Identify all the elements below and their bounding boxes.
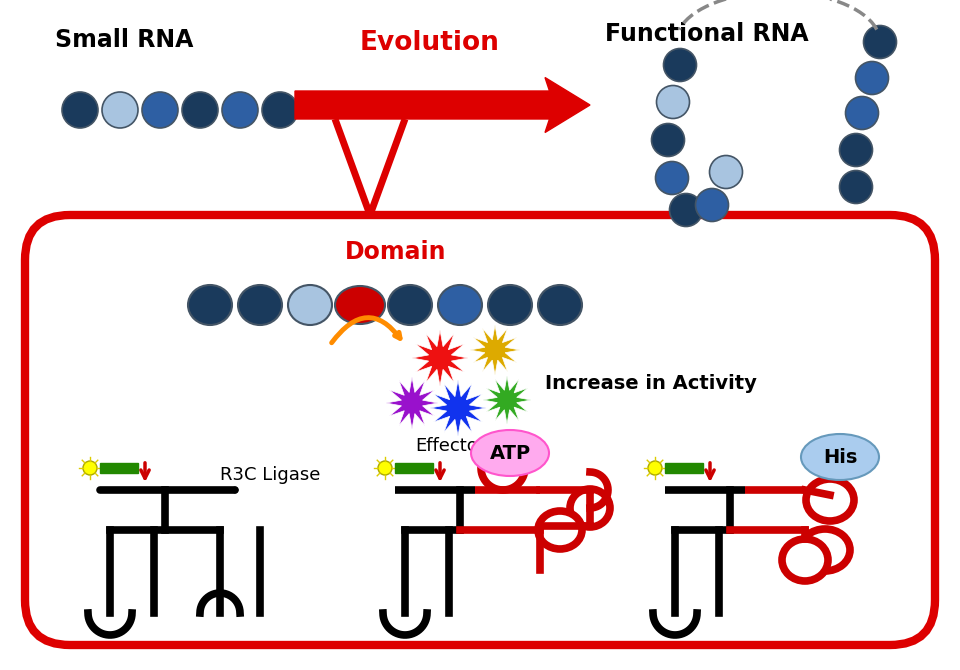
Ellipse shape xyxy=(182,92,218,128)
FancyArrow shape xyxy=(295,78,590,133)
Ellipse shape xyxy=(288,285,332,325)
Ellipse shape xyxy=(695,188,729,222)
Text: ATP: ATP xyxy=(490,444,531,462)
Ellipse shape xyxy=(863,25,897,58)
Ellipse shape xyxy=(538,285,582,325)
Ellipse shape xyxy=(102,92,138,128)
Ellipse shape xyxy=(222,92,258,128)
Text: Functional RNA: Functional RNA xyxy=(605,22,808,46)
Ellipse shape xyxy=(801,434,879,480)
Polygon shape xyxy=(430,380,486,436)
Circle shape xyxy=(378,461,392,475)
Text: Effectors: Effectors xyxy=(415,437,494,455)
Ellipse shape xyxy=(656,161,688,194)
Bar xyxy=(395,463,433,473)
Text: Small RNA: Small RNA xyxy=(55,28,193,52)
Ellipse shape xyxy=(709,155,742,188)
Ellipse shape xyxy=(846,96,878,129)
Bar xyxy=(100,463,138,473)
Ellipse shape xyxy=(839,133,873,167)
Ellipse shape xyxy=(669,194,703,226)
Text: Domain: Domain xyxy=(345,240,446,264)
Text: Evolution: Evolution xyxy=(360,30,500,56)
Bar xyxy=(665,463,703,473)
Ellipse shape xyxy=(471,430,549,476)
Ellipse shape xyxy=(488,285,532,325)
Circle shape xyxy=(232,487,238,492)
Circle shape xyxy=(83,461,97,475)
Ellipse shape xyxy=(806,479,854,521)
Polygon shape xyxy=(470,325,520,375)
Ellipse shape xyxy=(657,86,689,119)
Text: Increase in Activity: Increase in Activity xyxy=(545,373,756,393)
Ellipse shape xyxy=(782,539,828,581)
Circle shape xyxy=(648,461,662,475)
Ellipse shape xyxy=(652,123,684,157)
Ellipse shape xyxy=(262,92,298,128)
Ellipse shape xyxy=(663,48,697,82)
Polygon shape xyxy=(386,377,438,429)
Ellipse shape xyxy=(538,511,582,549)
Ellipse shape xyxy=(238,285,282,325)
Ellipse shape xyxy=(855,62,889,94)
Ellipse shape xyxy=(800,529,850,571)
Ellipse shape xyxy=(335,286,385,324)
Ellipse shape xyxy=(839,170,873,204)
Text: R3C Ligase: R3C Ligase xyxy=(220,466,321,484)
FancyBboxPatch shape xyxy=(25,215,935,645)
Polygon shape xyxy=(483,376,531,424)
Ellipse shape xyxy=(62,92,98,128)
Text: His: His xyxy=(823,448,857,466)
Ellipse shape xyxy=(188,285,232,325)
Ellipse shape xyxy=(388,285,432,325)
Ellipse shape xyxy=(570,489,610,527)
Ellipse shape xyxy=(438,285,482,325)
Polygon shape xyxy=(412,330,468,386)
Ellipse shape xyxy=(142,92,178,128)
